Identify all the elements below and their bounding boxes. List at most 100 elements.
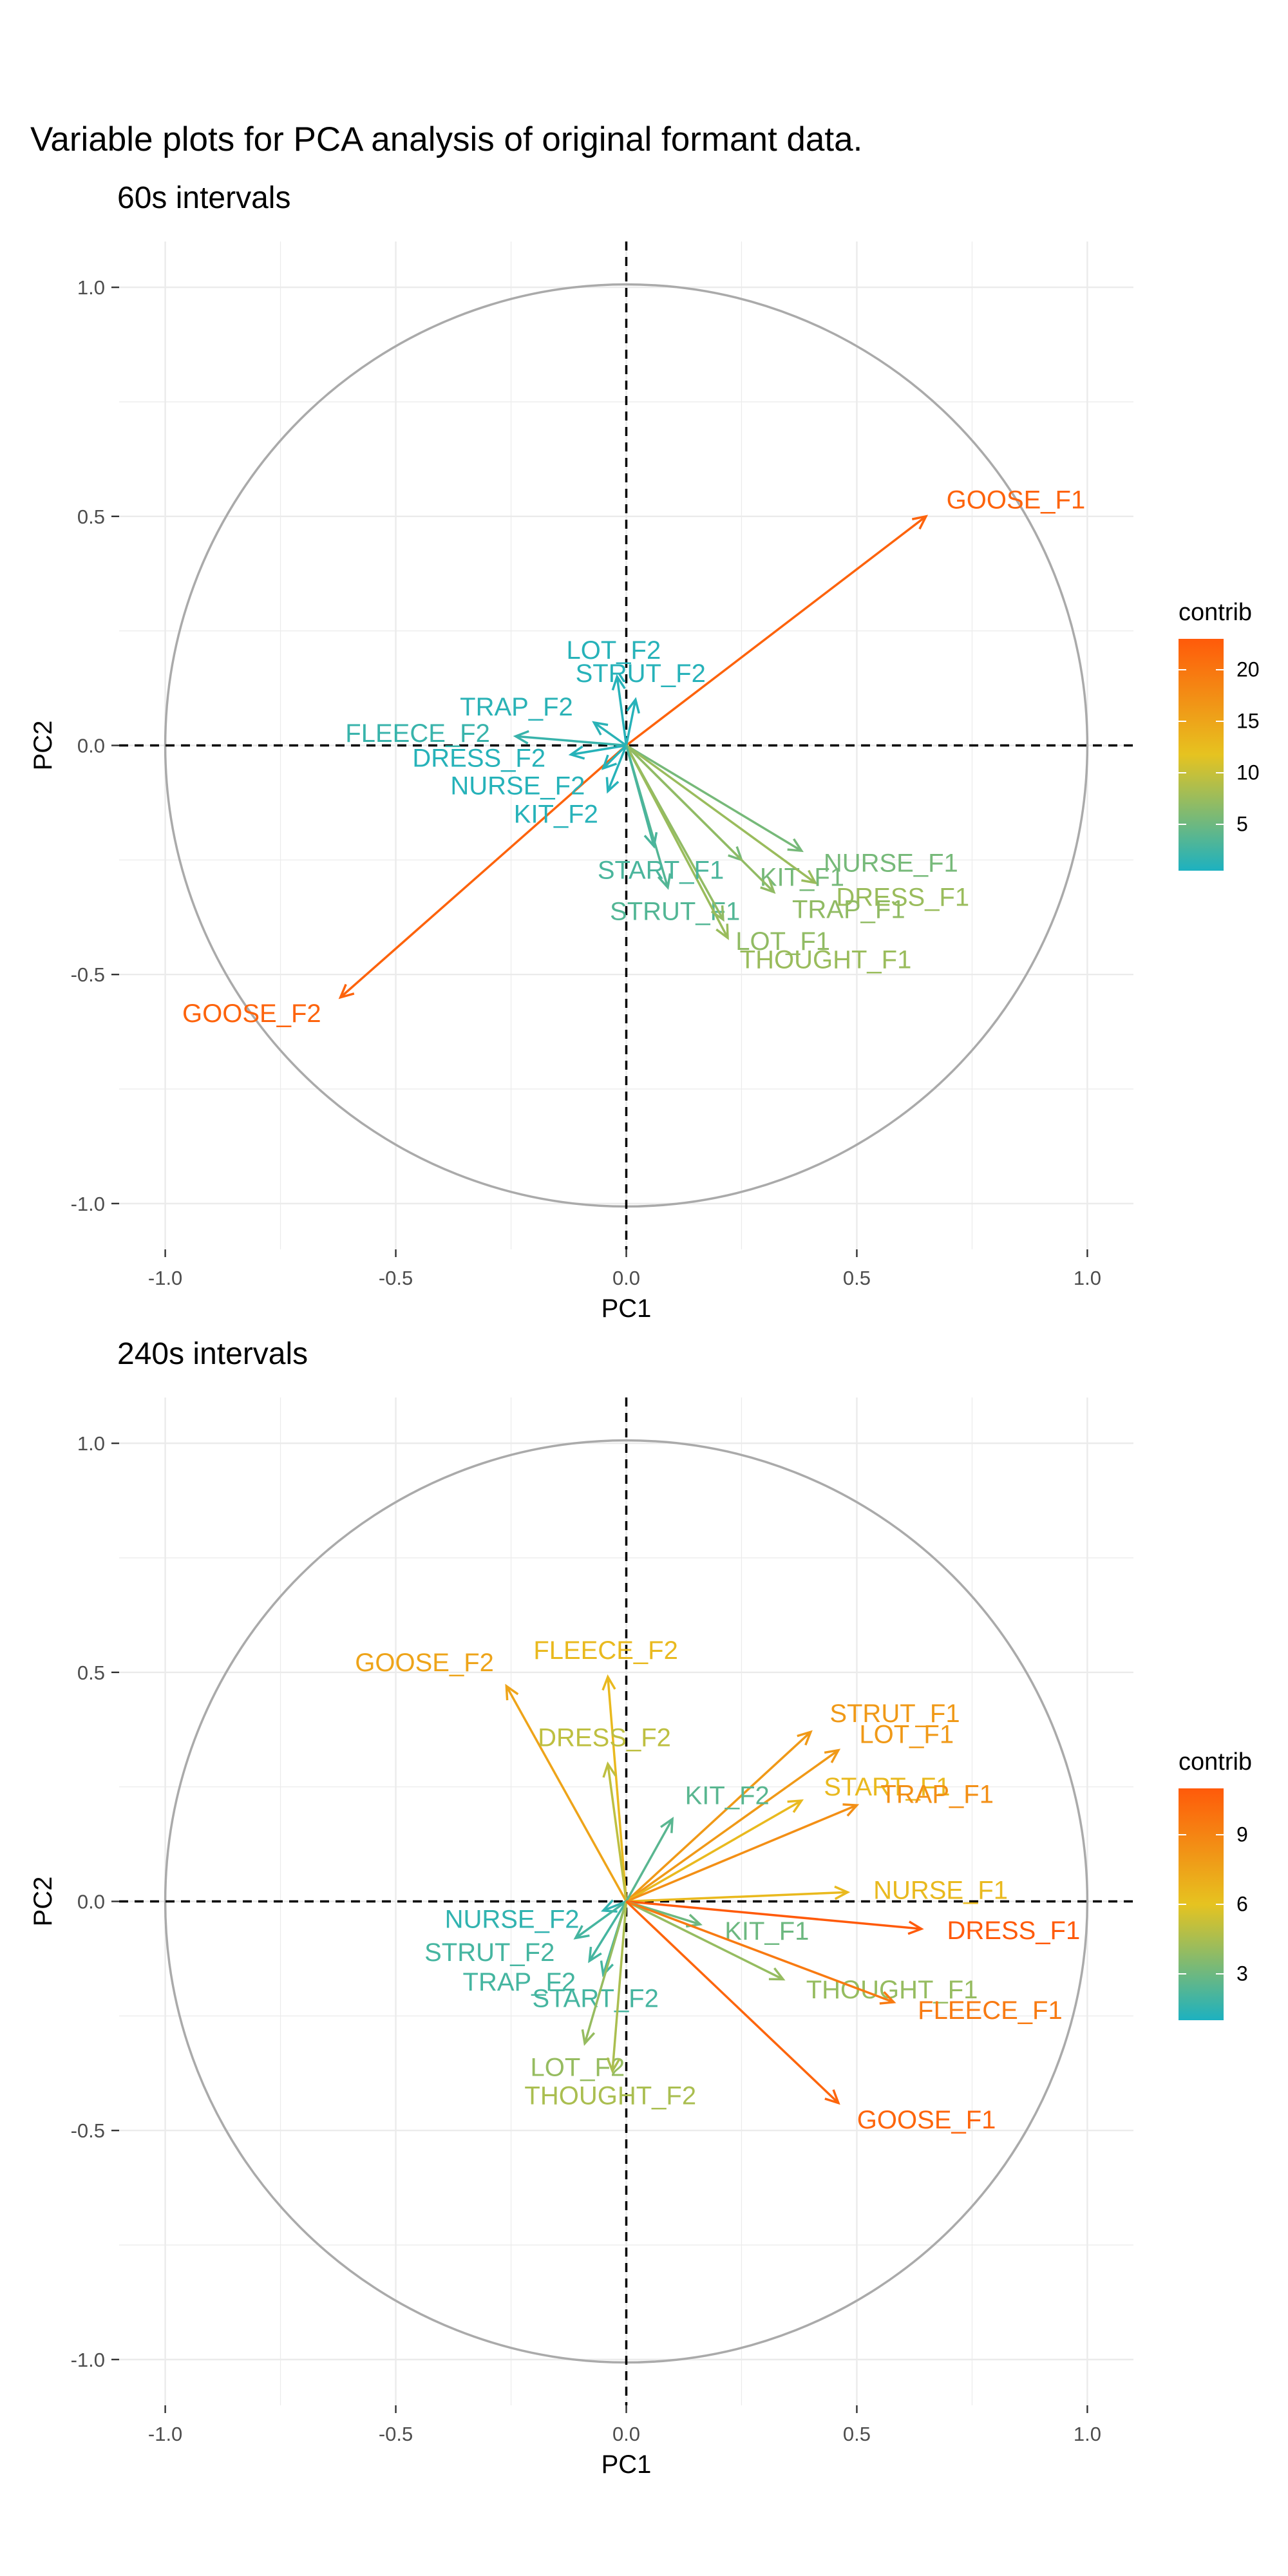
vector-arrowhead xyxy=(568,745,585,760)
figure-title: Variable plots for PCA analysis of origi… xyxy=(30,120,863,158)
y-tick-label: 0.0 xyxy=(77,735,105,757)
legend-tick-mark xyxy=(1216,669,1224,670)
vector-arrowhead xyxy=(573,1925,590,1940)
chart-panel-60s: 60s intervals -1.0 -0.5 0.0 0.5 1.0 1.0 0.5 0.0… xyxy=(0,180,1288,1340)
x-tick-label: -0.5 xyxy=(379,1267,413,1289)
legend-title: contrib xyxy=(1179,599,1253,626)
vector-label: TRAP_F2 xyxy=(460,693,573,721)
legend-tick-mark xyxy=(1179,1834,1186,1835)
chart-panel-240s: 240s intervals -1.0 -0.5 0.0 0.5 1.0 1.0 0.5 0.… xyxy=(0,1336,1288,2496)
legend-tick-mark xyxy=(1179,1973,1186,1975)
axes: -1.0 -0.5 0.0 0.5 1.0 1.0 0.5 0.0 -0.5 -1.0 PC1 PC2 xyxy=(29,1432,1101,2479)
x-tick-label: 0.5 xyxy=(843,2423,871,2445)
legend-tick-mark xyxy=(1216,824,1224,825)
vector-arrowhead xyxy=(787,1799,804,1814)
y-tick-label: 0.5 xyxy=(77,1662,105,1684)
vector-label: NURSE_F2 xyxy=(445,1906,580,1934)
vector-arrow xyxy=(583,1901,628,2044)
vector-label: DRESS_F2 xyxy=(412,744,545,772)
x-tick-label: -1.0 xyxy=(148,2423,182,2445)
x-axis-label: PC1 xyxy=(601,1294,652,1323)
vector-arrow xyxy=(625,744,729,939)
vector-arrowhead xyxy=(842,1803,860,1817)
axes: -1.0 -0.5 0.0 0.5 1.0 1.0 0.5 0.0 -0.5 -1.0 PC1 PC2 xyxy=(29,276,1101,1323)
vector-arrow xyxy=(625,744,802,852)
vector-label: STRUT_F1 xyxy=(610,897,740,925)
vector-arrowhead xyxy=(601,1674,616,1691)
vector-arrowhead xyxy=(824,2089,840,2105)
vector-arrow xyxy=(625,1749,839,1902)
y-tick-label: -1.0 xyxy=(71,2349,105,2371)
vector-arrowhead xyxy=(879,1991,896,2005)
legend-tick-label: 3 xyxy=(1236,1962,1248,1985)
legend-tick-label: 9 xyxy=(1236,1823,1248,1846)
variable-vectors: GOOSE_F1 GOOSE_F2 LOT_F2STRUT_F2TRAP_F2FLE… xyxy=(182,486,1085,1028)
vector-label: DRESS_F1 xyxy=(836,883,969,911)
vector-arrowhead xyxy=(600,1960,614,1978)
vector-arrow xyxy=(625,1731,812,1902)
vector-arrow xyxy=(607,1763,628,1902)
y-tick-label: 1.0 xyxy=(77,276,105,299)
x-tick-label: 0.5 xyxy=(843,1267,871,1289)
vector-arrowhead xyxy=(715,923,729,940)
vector-arrow xyxy=(607,744,628,792)
vector-label: LOT_F2 xyxy=(567,636,661,665)
legend-tick-mark xyxy=(1216,1834,1224,1835)
vector-label: TRAP_F1 xyxy=(880,1781,994,1809)
vector-arrow xyxy=(588,1900,627,1962)
vector-arrowhead xyxy=(513,730,529,744)
vector-label: NURSE_F1 xyxy=(824,849,958,878)
x-axis-label: PC1 xyxy=(601,2450,652,2479)
legend-tick-mark xyxy=(1179,669,1186,670)
vector-arrow xyxy=(625,744,775,893)
contrib-legend: contrib 20 15 10 5 xyxy=(1179,599,1288,871)
legend-tick-label: 15 xyxy=(1236,709,1260,733)
vector-label: THOUGHT_F1 xyxy=(740,946,912,974)
vector-arrowhead xyxy=(801,869,818,885)
vector-label: TRAP_F1 xyxy=(792,895,905,923)
legend-tick-label: 10 xyxy=(1236,761,1260,784)
vector-label: STRUT_F2 xyxy=(576,659,706,688)
vector-arrowhead xyxy=(834,1885,851,1900)
vector-arrow xyxy=(574,1900,627,1939)
vector-arrow xyxy=(626,1900,922,1930)
vector-arrow xyxy=(625,1900,840,2104)
vector-arrow xyxy=(625,745,656,847)
vector-arrow xyxy=(625,744,817,884)
vector-arrow xyxy=(625,515,927,746)
vector-arrowhead xyxy=(787,838,804,853)
legend-tick-label: 20 xyxy=(1236,658,1260,681)
vector-arrow xyxy=(339,744,627,999)
vector-arrowhead xyxy=(657,873,672,890)
vector-arrowhead xyxy=(760,878,776,894)
vector-arrowhead xyxy=(338,983,355,999)
x-tick-label: 0.0 xyxy=(612,1267,640,1289)
vector-arrowhead xyxy=(592,721,609,736)
vector-arrow xyxy=(625,1818,674,1902)
vector-arrowhead xyxy=(505,1683,519,1701)
legend-tick-mark xyxy=(1179,721,1186,722)
vector-label: GOOSE_F1 xyxy=(947,486,1086,515)
vector-label: DRESS_F2 xyxy=(538,1723,671,1752)
vector-label: KIT_F2 xyxy=(685,1782,770,1810)
vector-arrowhead xyxy=(581,2029,596,2046)
chart-subtitle: 240s intervals xyxy=(117,1337,308,1371)
vector-arrowhead xyxy=(605,777,620,794)
vector-arrowhead xyxy=(911,515,929,530)
legend-tick-label: 6 xyxy=(1236,1892,1248,1916)
y-tick-label: 0.0 xyxy=(77,1891,105,1913)
vector-arrowhead xyxy=(643,832,658,849)
legend-tick-label: 5 xyxy=(1236,812,1248,836)
vector-label: FLEECE_F1 xyxy=(918,1996,1063,2025)
legend-tick-mark xyxy=(1216,721,1224,722)
vector-label: KIT_F2 xyxy=(514,800,598,829)
x-tick-label: 0.0 xyxy=(612,2423,640,2445)
vector-label: LOT_F2 xyxy=(530,2053,625,2081)
pca-variable-plot: -1.0 -0.5 0.0 0.5 1.0 1.0 0.5 0.0 -0.5 -1.0 PC1 PC2… xyxy=(29,1397,1133,2479)
y-tick-label: -0.5 xyxy=(71,2119,105,2142)
vector-label: GOOSE_F2 xyxy=(182,999,321,1028)
vector-arrow xyxy=(616,676,628,746)
x-tick-label: 1.0 xyxy=(1074,1267,1101,1289)
vector-arrowhead xyxy=(611,674,626,691)
vector-arrowhead xyxy=(602,1761,617,1778)
